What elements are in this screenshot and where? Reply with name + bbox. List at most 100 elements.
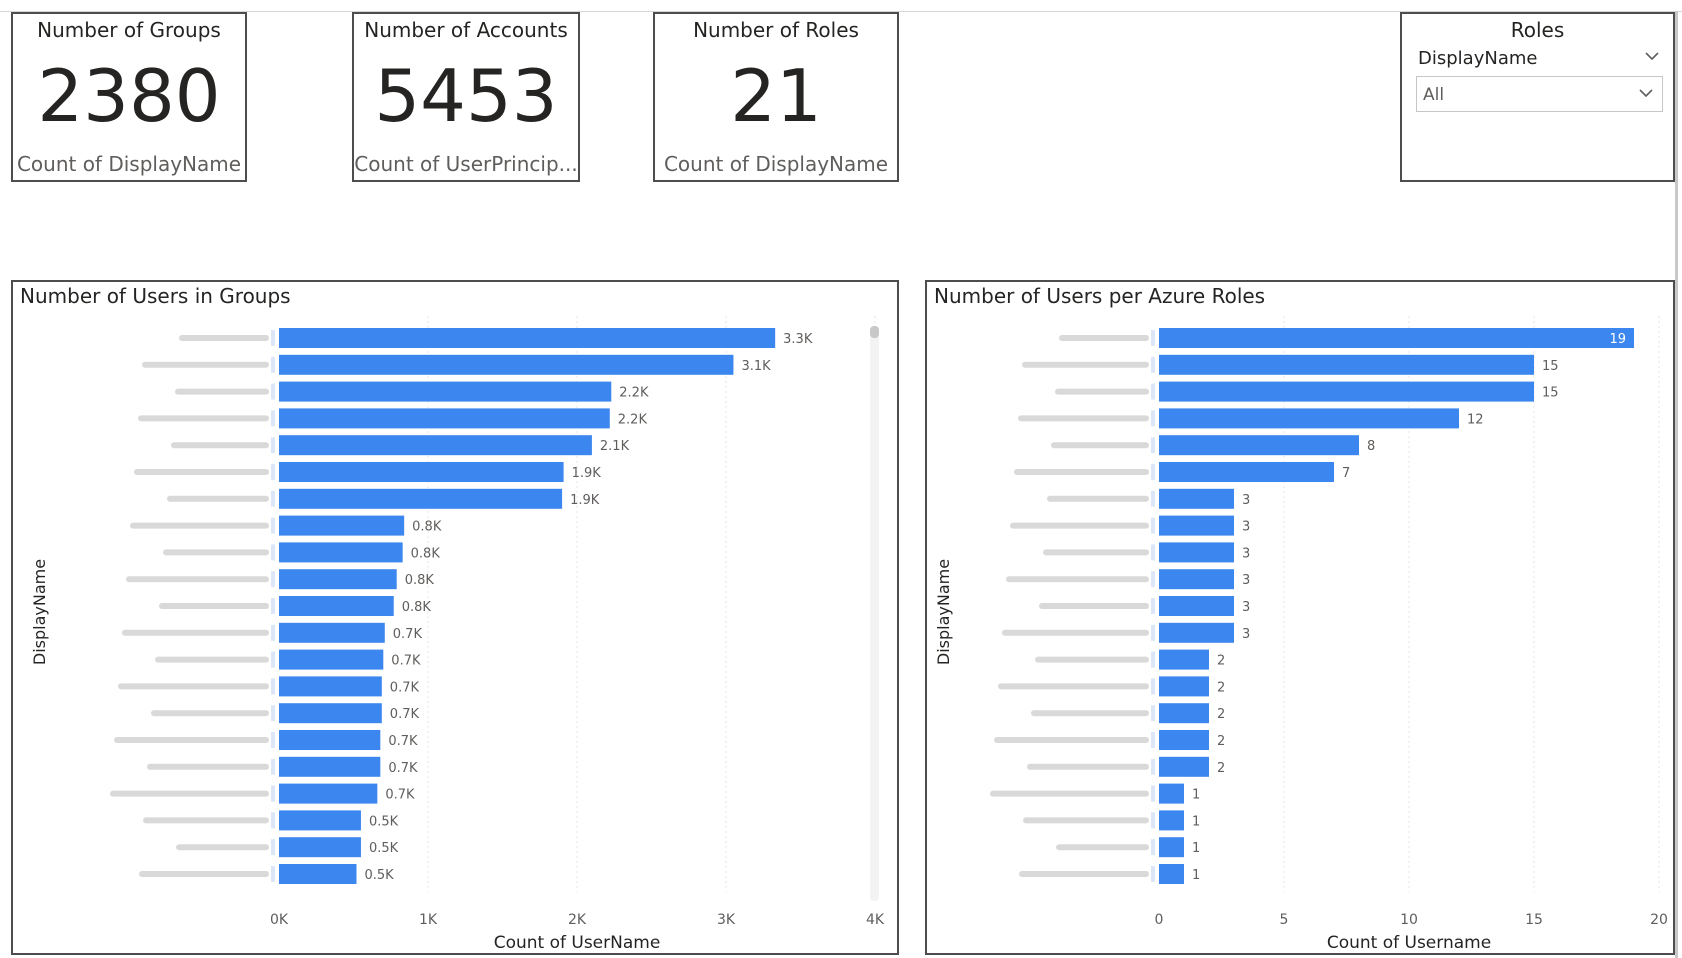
bar[interactable] xyxy=(279,381,612,402)
bar[interactable] xyxy=(1159,569,1234,590)
bar[interactable] xyxy=(279,837,361,858)
data-label: 3 xyxy=(1242,627,1250,642)
bar[interactable] xyxy=(279,569,397,590)
data-label: 19 xyxy=(1609,332,1626,347)
slicer-title: Roles xyxy=(1510,18,1565,42)
bar[interactable] xyxy=(279,328,776,348)
category-tick xyxy=(1151,732,1155,748)
bar[interactable] xyxy=(279,435,592,456)
data-label: 0.8K xyxy=(405,573,435,588)
category-label-redacted xyxy=(130,522,269,529)
bar[interactable] xyxy=(1159,596,1234,616)
category-tick xyxy=(1151,866,1155,882)
chart-scrollbar[interactable] xyxy=(870,326,879,901)
data-label: 0.7K xyxy=(390,680,420,695)
bar[interactable] xyxy=(1159,676,1209,697)
card-value: 21 xyxy=(730,54,822,138)
bar[interactable] xyxy=(279,462,564,482)
card-number-of-groups[interactable]: Number of Groups 2380 Count of DisplayNa… xyxy=(11,12,247,182)
bar[interactable] xyxy=(279,354,734,375)
bar[interactable] xyxy=(279,622,385,643)
category-tick xyxy=(1151,785,1155,802)
bar[interactable] xyxy=(1159,783,1184,804)
category-label-redacted xyxy=(1047,495,1149,502)
bar[interactable] xyxy=(1159,730,1209,750)
bar[interactable] xyxy=(1159,703,1209,724)
roles-slicer[interactable]: Roles DisplayName All xyxy=(1400,12,1675,182)
bar[interactable] xyxy=(1159,435,1359,456)
bar[interactable] xyxy=(1159,488,1234,509)
data-label: 0.5K xyxy=(369,814,399,829)
category-label-redacted xyxy=(994,737,1149,743)
x-axis-label: Count of UserName xyxy=(494,933,661,953)
data-label: 0.5K xyxy=(369,841,399,856)
chart-panel-users-per-azure-roles[interactable]: Number of Users per Azure Roles 0 5 10 15 20… xyxy=(925,280,1675,955)
bar[interactable] xyxy=(279,676,382,697)
bar[interactable] xyxy=(1159,462,1334,482)
card-number-of-roles[interactable]: Number of Roles 21 Count of DisplayName xyxy=(653,12,899,182)
bar[interactable] xyxy=(279,515,405,536)
category-tick xyxy=(271,598,275,614)
bar[interactable] xyxy=(279,596,394,616)
bar[interactable] xyxy=(279,810,361,831)
bar[interactable] xyxy=(1159,810,1184,831)
category-label-redacted xyxy=(139,871,269,877)
bar[interactable] xyxy=(279,864,357,884)
slicer-field-name: DisplayName xyxy=(1418,48,1538,69)
category-tick xyxy=(271,490,275,507)
bar[interactable] xyxy=(1159,649,1209,670)
x-tick-label: 5 xyxy=(1280,912,1289,928)
data-label: 3 xyxy=(1242,546,1250,561)
category-label-redacted xyxy=(1051,442,1149,449)
card-number-of-accounts[interactable]: Number of Accounts 5453 Count of UserPri… xyxy=(352,12,580,182)
slicer-selected-value: All xyxy=(1423,85,1445,105)
data-label: 2 xyxy=(1217,761,1225,776)
scrollbar-thumb[interactable] xyxy=(870,326,879,338)
data-label: 2.1K xyxy=(600,439,630,454)
category-label-redacted xyxy=(114,737,269,743)
card-value: 5453 xyxy=(374,54,558,138)
category-tick xyxy=(1151,490,1155,507)
data-label: 0.8K xyxy=(411,546,441,561)
category-label-redacted xyxy=(147,763,269,770)
category-label-redacted xyxy=(1018,415,1149,422)
bar[interactable] xyxy=(279,703,382,724)
category-tick xyxy=(1151,330,1155,346)
bar[interactable] xyxy=(279,730,381,750)
data-label: 0.8K xyxy=(412,520,442,535)
category-tick xyxy=(271,785,275,802)
bar[interactable] xyxy=(1159,756,1209,777)
data-label: 1 xyxy=(1192,814,1200,829)
data-label: 1 xyxy=(1192,868,1200,883)
chevron-down-icon[interactable] xyxy=(1637,84,1655,102)
category-tick xyxy=(1151,356,1155,373)
chevron-down-icon[interactable] xyxy=(1643,47,1661,65)
bar[interactable] xyxy=(1159,864,1184,884)
bar[interactable] xyxy=(279,408,610,429)
slicer-dropdown[interactable]: All xyxy=(1416,76,1663,112)
bar[interactable] xyxy=(1159,542,1234,563)
bar[interactable] xyxy=(279,756,381,777)
y-axis-label: DisplayName xyxy=(30,559,49,665)
category-label-redacted xyxy=(110,790,269,797)
bar[interactable] xyxy=(279,542,403,563)
data-label: 0.7K xyxy=(390,707,420,722)
bar[interactable] xyxy=(279,783,378,804)
category-tick xyxy=(271,758,275,775)
bar[interactable] xyxy=(1159,515,1234,536)
bar[interactable] xyxy=(1159,837,1184,858)
data-label: 1.9K xyxy=(572,466,602,481)
category-tick xyxy=(1151,464,1155,480)
bar[interactable] xyxy=(1159,354,1534,375)
bar[interactable] xyxy=(279,488,563,509)
chart-panel-users-in-groups[interactable]: Number of Users in Groups 0K 1K 2K 3K 4K Coun… xyxy=(11,280,899,955)
bar[interactable] xyxy=(1159,408,1459,429)
bar[interactable] xyxy=(1159,381,1534,402)
data-label: 3 xyxy=(1242,600,1250,615)
bar[interactable] xyxy=(279,649,384,670)
bar[interactable] xyxy=(1159,328,1634,348)
card-title: Number of Groups xyxy=(37,18,221,42)
bar[interactable] xyxy=(1159,622,1234,643)
data-label: 3 xyxy=(1242,520,1250,535)
data-label: 3 xyxy=(1242,573,1250,588)
